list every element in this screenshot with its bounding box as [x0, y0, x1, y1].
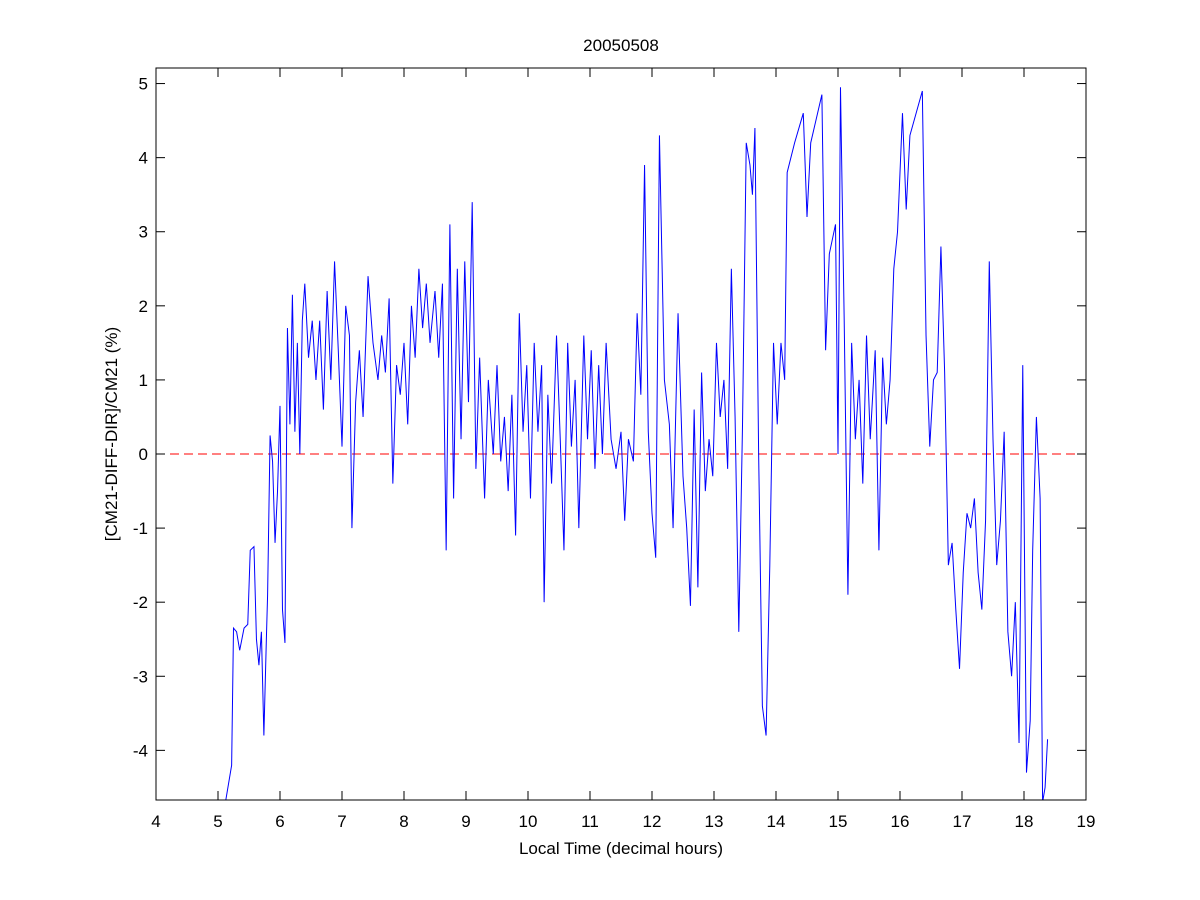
- x-tick-label: 18: [1015, 812, 1034, 831]
- chart-title: 20050508: [583, 36, 659, 55]
- x-tick-label: 19: [1077, 812, 1096, 831]
- data-line: [225, 87, 1049, 800]
- y-tick-label: 4: [139, 149, 148, 168]
- x-tick-label: 8: [399, 812, 408, 831]
- x-tick-label: 17: [953, 812, 972, 831]
- y-tick-label: 1: [139, 371, 148, 390]
- y-tick-label: -1: [133, 519, 148, 538]
- x-axis-label: Local Time (decimal hours): [519, 839, 723, 858]
- plot-frame: [155, 67, 1087, 801]
- x-tick-label: 6: [275, 812, 284, 831]
- y-tick-label: 2: [139, 297, 148, 316]
- x-tick-label: 11: [581, 812, 599, 831]
- y-tick-label: -3: [133, 667, 148, 686]
- y-axis-label: [CM21-DIFF-DIR]/CM21 (%): [102, 327, 121, 541]
- y-tick-label: -2: [133, 593, 148, 612]
- y-tick-label: -4: [133, 741, 148, 760]
- x-tick-label: 5: [213, 812, 222, 831]
- x-tick-label: 16: [891, 812, 910, 831]
- x-tick-label: 10: [519, 812, 538, 831]
- x-tick-label: 7: [337, 812, 346, 831]
- y-tick-label: 5: [139, 75, 148, 94]
- x-tick-label: 14: [767, 812, 786, 831]
- x-tick-label: 4: [151, 812, 160, 831]
- x-tick-label: 12: [643, 812, 662, 831]
- x-tick-label: 13: [705, 812, 724, 831]
- x-tick-label: 15: [829, 812, 848, 831]
- x-tick-label: 9: [461, 812, 470, 831]
- y-tick-label: 3: [139, 223, 148, 242]
- y-tick-label: 0: [139, 445, 148, 464]
